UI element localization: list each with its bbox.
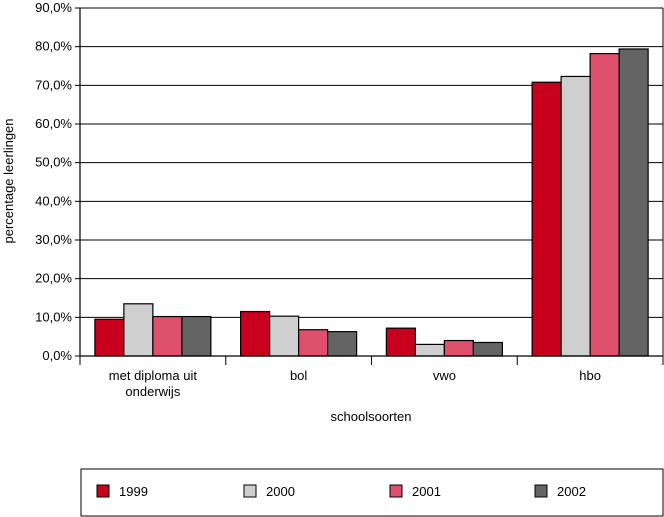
legend: 1999 2000 2001 2002 — [80, 468, 664, 517]
x-category-label: met diploma uit — [109, 368, 198, 383]
y-tick-label: 30,0% — [35, 232, 72, 247]
x-category-label: vwo — [433, 368, 456, 383]
legend-swatch-2000 — [243, 484, 257, 498]
y-axis-title: percentage leerlingen — [1, 118, 16, 243]
legend-swatch-1999 — [96, 484, 110, 498]
bar-2002-cat0 — [181, 315, 212, 357]
bar-1999-cat2 — [385, 327, 416, 357]
y-tick-label: 70,0% — [35, 77, 72, 92]
y-tick-label: 50,0% — [35, 155, 72, 170]
legend-label-1999: 1999 — [119, 484, 148, 499]
bar-2000-cat0 — [123, 303, 154, 357]
bar-2000-cat3 — [560, 75, 591, 357]
y-tick-label: 90,0% — [35, 0, 72, 15]
bar-2001-cat0 — [152, 315, 183, 357]
x-category-label: hbo — [579, 368, 601, 383]
bar-2001-cat3 — [589, 53, 620, 357]
bar-2000-cat2 — [414, 343, 445, 357]
y-tick-label: 80,0% — [35, 39, 72, 54]
legend-label-2000: 2000 — [266, 484, 295, 499]
legend-swatch-2001 — [389, 484, 403, 498]
bar-1999-cat0 — [94, 318, 125, 357]
bar-2002-cat3 — [618, 48, 649, 357]
bar-2001-cat2 — [443, 339, 474, 357]
legend-swatch-2002 — [534, 484, 548, 498]
bars — [94, 48, 649, 357]
bar-1999-cat1 — [240, 310, 271, 357]
bar-2002-cat2 — [472, 341, 503, 357]
y-tick-label: 40,0% — [35, 193, 72, 208]
bar-1999-cat3 — [531, 81, 562, 357]
legend-label-2002: 2002 — [557, 484, 586, 499]
bar-2002-cat1 — [327, 331, 358, 357]
bar-2000-cat1 — [269, 315, 300, 357]
x-category-label: bol — [290, 368, 307, 383]
bar-2001-cat1 — [298, 329, 329, 357]
legend-box — [80, 468, 664, 517]
y-tick-label: 10,0% — [35, 309, 72, 324]
axes — [75, 7, 664, 365]
x-category-label: onderwijs — [125, 384, 180, 399]
y-tick-label: 20,0% — [35, 271, 72, 286]
y-tick-label: 60,0% — [35, 116, 72, 131]
y-tick-labels: 0,0% 10,0% 20,0% 30,0% 40,0% 50,0% 60,0% 70,0% 8… — [35, 0, 72, 363]
x-axis-title: schoolsoorten — [331, 409, 412, 424]
y-tick-label: 0,0% — [42, 348, 72, 363]
legend-label-2001: 2001 — [412, 484, 441, 499]
